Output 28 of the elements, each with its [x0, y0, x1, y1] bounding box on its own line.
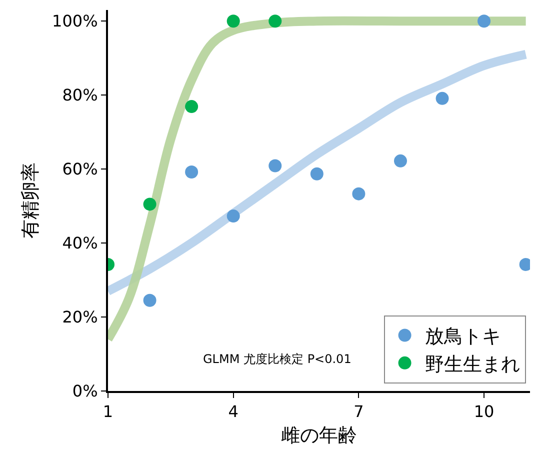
x-tick-label: 1 — [102, 402, 114, 422]
point — [352, 187, 366, 200]
point — [394, 154, 407, 168]
point — [185, 166, 198, 179]
y-tick-label: 40% — [62, 234, 98, 253]
y-tick-label: 80% — [62, 86, 98, 105]
y-tick-label: 0% — [72, 382, 98, 401]
point — [268, 159, 282, 172]
x-tick-label: 7 — [354, 402, 364, 422]
y-tick-label: 60% — [62, 160, 98, 179]
point — [226, 14, 240, 28]
annotation: GLMM 尤度比検定 P<0.01 — [203, 352, 352, 366]
x-tick-label: 4 — [228, 402, 238, 422]
y-axis-title: 有精卵率 — [19, 162, 42, 238]
y-tick-label: 20% — [62, 308, 98, 327]
x-tick-label: 10 — [474, 402, 494, 422]
point — [143, 198, 156, 211]
point — [143, 294, 156, 307]
x-axis-title: 雌の年齢 — [281, 424, 357, 446]
point — [185, 100, 198, 114]
point — [478, 14, 491, 28]
y-tick-label: 100% — [52, 12, 98, 31]
point — [310, 167, 324, 180]
point — [226, 210, 240, 223]
legend-label: 野生生まれ — [424, 353, 520, 376]
legend-label: 放鳥トキ — [424, 326, 501, 348]
point — [268, 14, 282, 28]
point — [436, 92, 449, 105]
